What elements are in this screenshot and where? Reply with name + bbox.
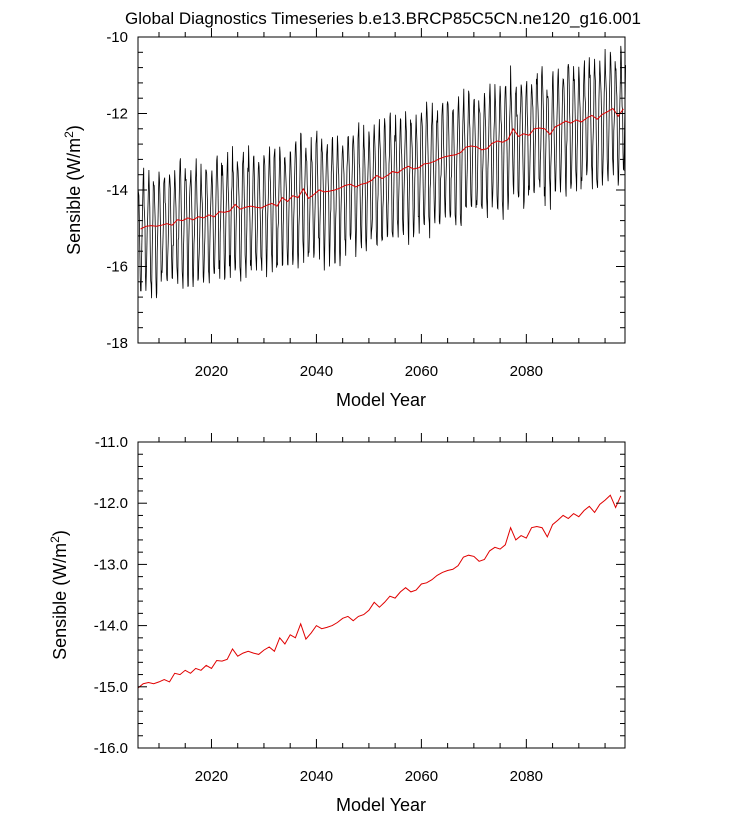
annual-mean-line: [137, 494, 622, 689]
y-tick-label: -12: [106, 106, 128, 123]
y-tick-label: -12.0: [94, 495, 128, 512]
y-tick-label: -14: [106, 182, 128, 199]
x-tick-label: 2060: [405, 768, 438, 785]
x-axis-title: Model Year: [336, 390, 426, 410]
y-tick-label: -10: [106, 29, 128, 46]
y-axis-title: Sensible (W/m2): [48, 530, 70, 660]
chart-title: Global Diagnostics Timeseries b.e13.BRCP…: [125, 9, 641, 28]
annual-mean-panel: 2020 2040 2060 2080 -16.0 -15.0 -14.0 -13.0 -12.…: [48, 433, 626, 815]
y-tick-label: -13.0: [94, 556, 128, 573]
annual-mean-line: [140, 107, 624, 230]
x-tick-label: 2080: [510, 768, 543, 785]
y-axis-title: Sensible (W/m2): [62, 125, 84, 255]
y-tick-label: -15.0: [94, 679, 128, 696]
x-tick-label: 2040: [300, 363, 333, 380]
x-axis-title: Model Year: [336, 795, 426, 815]
y-tick-label: -11.0: [95, 434, 128, 451]
plot-frame: [137, 36, 626, 344]
x-tick-label: 2020: [195, 363, 228, 380]
x-tick-label: 2040: [300, 768, 333, 785]
x-tick-label: 2080: [510, 363, 543, 380]
x-tick-label: 2060: [405, 363, 438, 380]
y-tick-label: -18: [106, 335, 128, 352]
y-tick-label: -16: [106, 259, 128, 276]
monthly-series-line: [137, 45, 626, 299]
monthly-timeseries-panel: 2020 2040 2060 2080 -18 -16 -14 -12 -10 Model Ye…: [62, 28, 626, 410]
y-tick-label: -16.0: [94, 740, 128, 757]
y-tick-label: -14.0: [94, 618, 128, 635]
plot-frame: [137, 441, 626, 749]
x-tick-label: 2020: [195, 768, 228, 785]
